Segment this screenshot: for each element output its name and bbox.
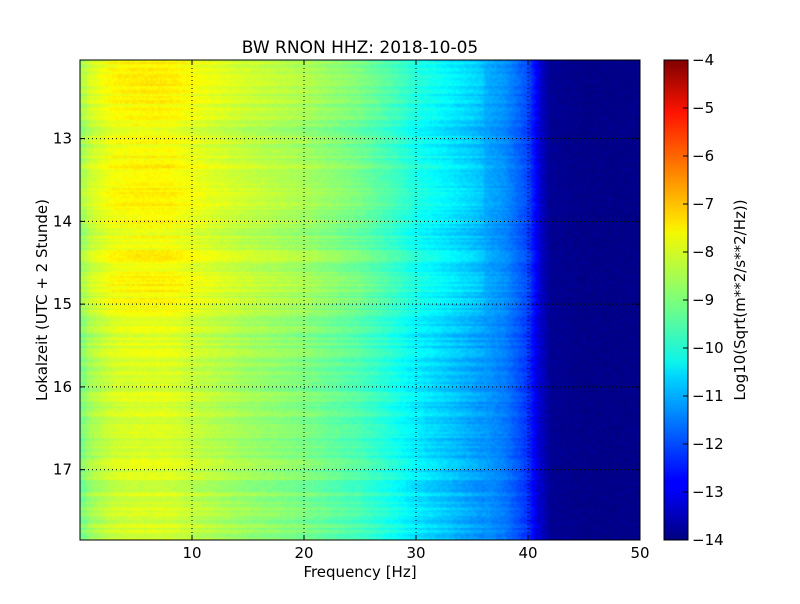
heatmap-image <box>80 60 640 540</box>
colorbar-tick-label: −7 <box>692 195 714 213</box>
y-tick-label: 13 <box>53 130 72 148</box>
x-axis: 10 20 30 40 50 <box>182 60 650 562</box>
x-tick-label: 50 <box>630 544 649 562</box>
colorbar-tick-label: −13 <box>692 483 724 501</box>
x-tick-label: 40 <box>518 544 537 562</box>
heatmap-layer <box>80 60 640 540</box>
y-tick-label: 14 <box>53 212 72 230</box>
colorbar-tick-label: −9 <box>692 291 714 309</box>
y-tick-label: 16 <box>53 378 72 396</box>
colorbar-ticks: −4 −5 −6 −7 −8 −9 −10 −11 −12 −13 −14 <box>683 51 724 549</box>
colorbar-tick-label: −14 <box>692 531 724 549</box>
y-tick-label: 17 <box>53 461 72 479</box>
colorbar-tick-label: −5 <box>692 99 714 117</box>
x-tick-label: 20 <box>294 544 313 562</box>
y-axis: 13 14 15 16 17 <box>53 130 640 479</box>
chart-title: BW RNON HHZ: 2018-10-05 <box>242 38 478 58</box>
y-axis-label: Lokalzeit (UTC + 2 Stunde) <box>33 199 51 401</box>
plot-frame <box>79 59 641 541</box>
colorbar-tick-label: −12 <box>692 435 724 453</box>
y-tick-label: 15 <box>53 295 72 313</box>
colorbar-tick-label: −8 <box>692 243 714 261</box>
colorbar-tick-label: −4 <box>692 51 714 69</box>
colorbar-label: Log10(Sqrt(m**2/s**2/Hz)) <box>731 199 749 400</box>
colorbar-tick-label: −10 <box>692 339 724 357</box>
colorbar-tick-label: −11 <box>692 387 724 405</box>
x-axis-label: Frequency [Hz] <box>303 563 416 581</box>
grid-layer <box>80 60 640 540</box>
x-tick-label: 30 <box>406 544 425 562</box>
colorbar-tick-label: −6 <box>692 147 714 165</box>
x-tick-label: 10 <box>182 544 201 562</box>
